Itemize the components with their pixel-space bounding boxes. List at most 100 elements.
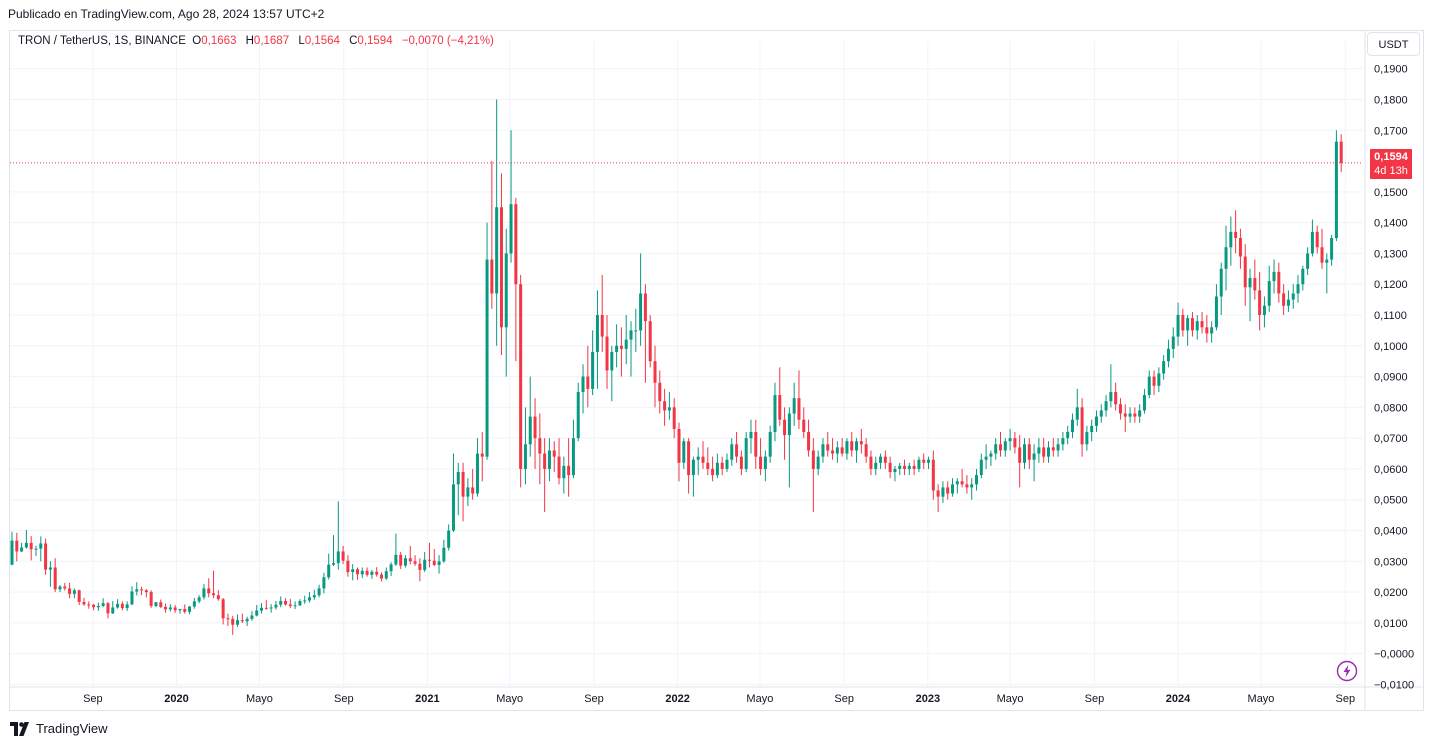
candle-body [135, 589, 139, 592]
candle [245, 616, 249, 626]
candle [1214, 284, 1218, 331]
candle-body [1142, 395, 1146, 411]
candle-body [763, 456, 767, 469]
candle-body [1090, 425, 1094, 432]
candle [279, 596, 283, 608]
candle [437, 555, 441, 574]
candle-body [1334, 141, 1338, 239]
candle-body [336, 551, 340, 564]
candle [975, 468, 979, 491]
candle-body [586, 376, 590, 389]
candle-body [749, 431, 753, 439]
candle-body [1210, 327, 1214, 334]
candle [778, 367, 782, 426]
candle-body [92, 604, 96, 608]
candle [792, 382, 796, 426]
candle-body [984, 456, 988, 460]
candle [1099, 404, 1103, 423]
y-tick-label: 0,0900 [1374, 372, 1408, 384]
currency-button[interactable]: USDT [1367, 32, 1420, 56]
candle [212, 570, 216, 599]
y-tick-label: 0,0500 [1374, 495, 1408, 507]
candle [826, 431, 830, 457]
candle [24, 529, 28, 549]
lightning-icon[interactable] [1336, 660, 1358, 682]
candle [1008, 428, 1012, 451]
candle-body [519, 284, 523, 469]
candle-body [1291, 293, 1295, 300]
x-tick-label: 2020 [164, 693, 188, 705]
candle [941, 481, 945, 503]
candle [811, 438, 815, 513]
candle [1224, 225, 1228, 291]
candle [682, 438, 686, 469]
candle [20, 542, 24, 553]
candle-body [154, 602, 158, 606]
candle [1296, 274, 1300, 303]
candle-body [917, 459, 921, 469]
footer-logo[interactable]: TradingView [10, 721, 108, 736]
candle [216, 590, 220, 601]
candle-body [58, 586, 62, 590]
candle-body [303, 600, 307, 602]
candle-body [946, 487, 950, 494]
candle-body [332, 563, 336, 565]
candle [1325, 253, 1329, 294]
candle [264, 600, 268, 610]
candle [1046, 441, 1050, 463]
candle [355, 567, 359, 580]
candle [336, 501, 340, 570]
candle [1133, 407, 1137, 423]
candle-body [1262, 305, 1266, 316]
candle [624, 315, 628, 365]
candle-body [931, 459, 935, 491]
candle [898, 462, 902, 476]
candle-body [855, 441, 859, 451]
candle-body [221, 599, 225, 619]
candle [1315, 225, 1319, 254]
candle-body [715, 462, 719, 476]
candle-body [663, 401, 667, 411]
candle [1138, 404, 1142, 423]
candle-body [1085, 431, 1089, 445]
candle-body [1128, 413, 1132, 417]
candle-body [677, 428, 681, 463]
legend-high-label: H [245, 35, 254, 47]
candle-body [312, 595, 316, 598]
candle [1334, 130, 1338, 242]
chart-frame [9, 30, 1424, 711]
candle [912, 459, 916, 476]
candle [418, 558, 422, 582]
candle [586, 345, 590, 408]
candle-body [826, 444, 830, 451]
candle-body [787, 413, 791, 436]
candle [346, 555, 350, 577]
candle-body [514, 204, 518, 285]
candle-body [504, 253, 508, 328]
candle [475, 438, 479, 497]
y-tick-label: 0,1500 [1374, 187, 1408, 199]
candle-body [547, 450, 551, 469]
candle [308, 592, 312, 603]
candle-body [1104, 401, 1108, 411]
candle [120, 601, 124, 611]
candle [629, 321, 633, 377]
candle [432, 548, 436, 566]
candle-body [1320, 247, 1324, 263]
candle-body [975, 475, 979, 485]
candle [1104, 395, 1108, 417]
candle-body [912, 465, 916, 469]
candle [260, 603, 264, 614]
candle [749, 419, 753, 454]
candle-body [308, 597, 312, 601]
candle-body [394, 554, 398, 565]
candle-body [461, 472, 465, 497]
candle [1301, 265, 1305, 291]
x-tick-label: Sep [334, 693, 354, 705]
candle-body [1267, 281, 1271, 306]
candle-body [591, 351, 595, 389]
candle [691, 456, 695, 497]
candle-body [720, 462, 724, 469]
candle [29, 536, 33, 561]
